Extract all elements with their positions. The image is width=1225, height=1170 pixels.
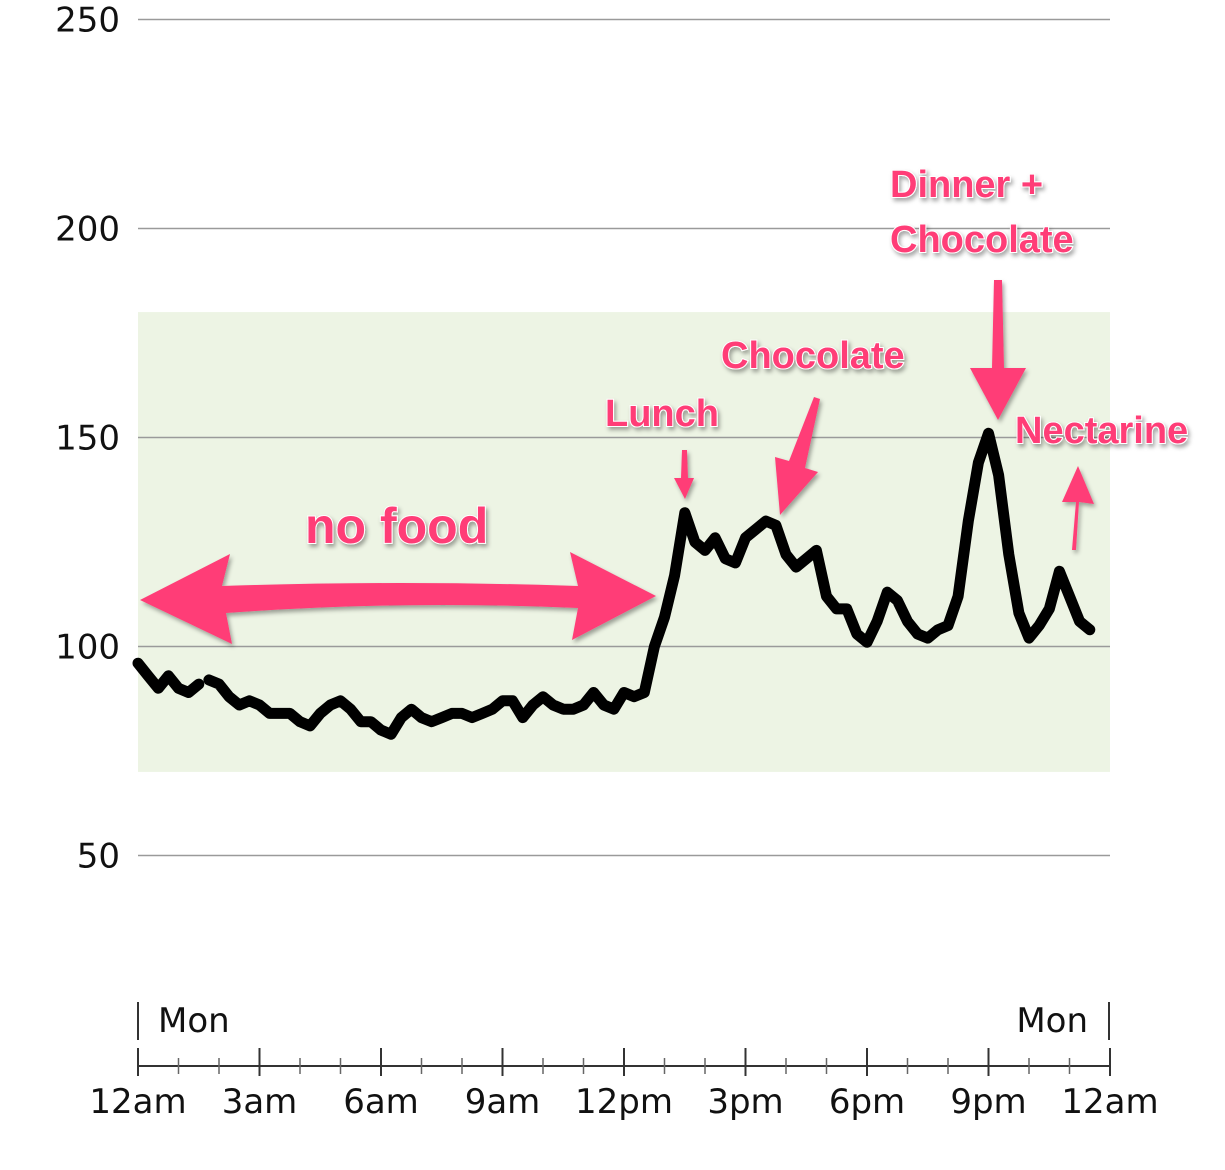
x-tick-label-0: 12am [89, 1082, 186, 1122]
annotations: no food Lunch Chocolate Dinner + Chocola… [304, 163, 1189, 555]
y-tick-label-250: 250 [55, 1, 120, 41]
x-tick-label-2: 6am [343, 1082, 419, 1122]
x-tick-label-5: 3pm [707, 1082, 783, 1122]
lunch-arrow [674, 450, 694, 499]
annotation-dinner-line1: Dinner + [890, 164, 1043, 206]
y-tick-label-200: 200 [55, 210, 120, 250]
y-tick-label-50: 50 [77, 837, 120, 877]
y-axis-ticks: 50 100 150 200 250 [55, 1, 120, 877]
x-tick-label-4: 12pm [575, 1082, 673, 1122]
dinner-chocolate-arrow [970, 280, 1026, 420]
x-tick-label-1: 3am [222, 1082, 298, 1122]
annotation-chocolate: Chocolate [721, 335, 905, 377]
series-line-segment-1 [203, 427, 1096, 740]
x-tick-label-3: 9am [465, 1082, 541, 1122]
day-label-right: Mon [1016, 1001, 1088, 1041]
x-tick-label-6: 6pm [829, 1082, 905, 1122]
x-tick-label-7: 9pm [950, 1082, 1026, 1122]
day-label-left: Mon [158, 1001, 230, 1041]
y-tick-label-100: 100 [55, 628, 120, 668]
x-tick-label-8: 12am [1061, 1082, 1158, 1122]
annotation-nectarine: Nectarine [1015, 410, 1188, 452]
y-tick-label-150: 150 [55, 419, 120, 459]
no-food-double-arrow [140, 552, 656, 644]
x-axis-ticks: 12am 3am 6am 9am 12pm 3pm 6pm 9pm 12am [89, 1048, 1159, 1122]
x-axis-minor-ticks [177, 1058, 1071, 1074]
annotation-dinner-line2: Chocolate [890, 219, 1074, 261]
x-axis: 12am 3am 6am 9am 12pm 3pm 6pm 9pm 12am Mon Mon [89, 1001, 1158, 1122]
annotation-lunch: Lunch [605, 393, 719, 435]
glucose-series [132, 427, 1096, 740]
gridlines [138, 18, 1110, 857]
nectarine-arrow [1062, 466, 1094, 550]
annotation-arrows [140, 280, 1094, 644]
chocolate-arrow [775, 397, 820, 515]
annotation-no-food: no food [305, 498, 488, 554]
